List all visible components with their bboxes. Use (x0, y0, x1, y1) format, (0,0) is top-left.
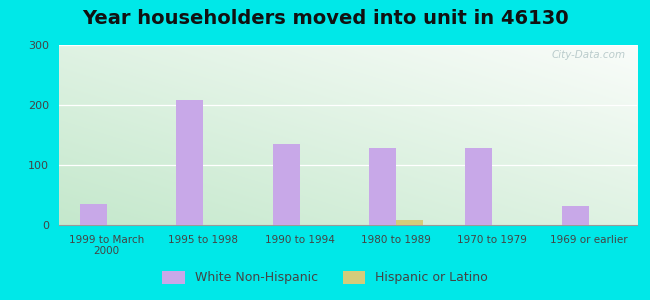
Bar (562, 206, 589, 225)
Bar (369, 148, 396, 225)
Text: Year householders moved into unit in 46130: Year householders moved into unit in 461… (82, 9, 568, 28)
Bar (176, 100, 203, 225)
Bar (80, 204, 107, 225)
Text: City-Data.com: City-Data.com (551, 50, 625, 60)
Bar (272, 144, 300, 225)
Legend: White Non-Hispanic, Hispanic or Latino: White Non-Hispanic, Hispanic or Latino (156, 265, 494, 291)
Bar (396, 220, 423, 225)
Bar (465, 148, 493, 225)
